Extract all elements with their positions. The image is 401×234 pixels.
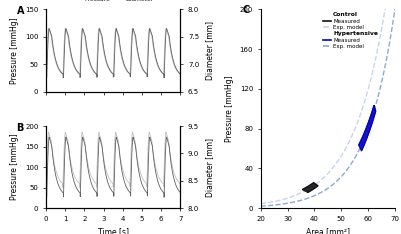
X-axis label: Area [mm²]: Area [mm²] xyxy=(306,227,350,234)
Y-axis label: Pressure [mmHg]: Pressure [mmHg] xyxy=(10,134,19,201)
X-axis label: Time [s]: Time [s] xyxy=(98,227,129,234)
Y-axis label: Pressure [mmHg]: Pressure [mmHg] xyxy=(10,17,19,84)
Text: C: C xyxy=(242,5,249,15)
Y-axis label: Pressure [mmHg]: Pressure [mmHg] xyxy=(225,76,234,142)
Text: A: A xyxy=(16,6,24,16)
Legend: Pressure, Diameter: Pressure, Diameter xyxy=(70,0,156,4)
Legend: Control, Measured, Exp. model, Hypertensive, Measured, Exp. model: Control, Measured, Exp. model, Hypertens… xyxy=(323,12,378,49)
Polygon shape xyxy=(302,183,318,192)
Text: B: B xyxy=(16,123,24,133)
Polygon shape xyxy=(358,105,376,151)
Y-axis label: Diameter [mm]: Diameter [mm] xyxy=(205,21,214,80)
Y-axis label: Diameter [mm]: Diameter [mm] xyxy=(205,138,214,197)
